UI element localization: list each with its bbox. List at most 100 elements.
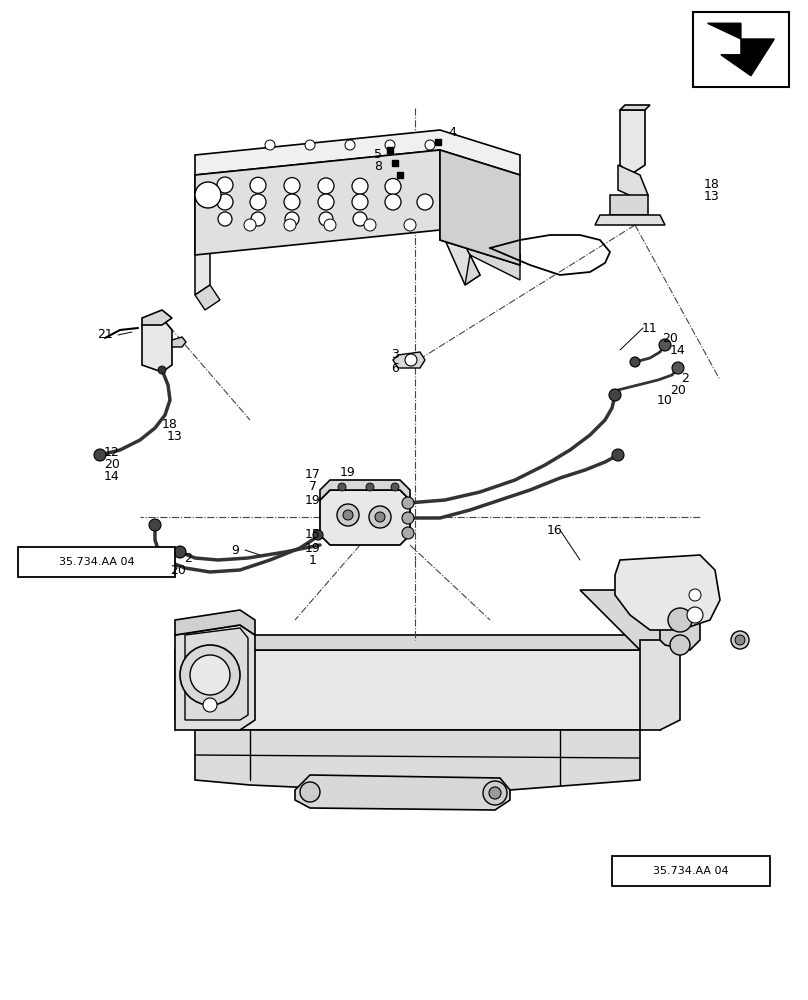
Polygon shape <box>595 215 665 225</box>
Circle shape <box>385 194 401 210</box>
Circle shape <box>284 219 296 231</box>
Circle shape <box>366 483 374 491</box>
Circle shape <box>318 194 334 210</box>
Polygon shape <box>195 730 640 790</box>
Polygon shape <box>320 480 410 500</box>
Circle shape <box>313 530 323 540</box>
Circle shape <box>731 631 749 649</box>
Circle shape <box>630 357 640 367</box>
Polygon shape <box>185 628 248 720</box>
Circle shape <box>195 182 221 208</box>
Polygon shape <box>175 625 255 730</box>
Circle shape <box>265 140 275 150</box>
Text: 35.734.AA 04: 35.734.AA 04 <box>59 557 134 567</box>
Polygon shape <box>195 285 220 310</box>
Text: 12: 12 <box>104 446 120 460</box>
Text: 7: 7 <box>309 481 317 493</box>
Circle shape <box>404 219 416 231</box>
Polygon shape <box>610 195 648 215</box>
Circle shape <box>385 178 401 194</box>
Polygon shape <box>195 130 520 175</box>
Circle shape <box>250 194 266 210</box>
Polygon shape <box>175 650 660 730</box>
Polygon shape <box>440 150 520 265</box>
Circle shape <box>285 212 299 226</box>
Text: 19: 19 <box>340 466 356 479</box>
Circle shape <box>405 354 417 366</box>
Circle shape <box>352 194 368 210</box>
Polygon shape <box>320 490 410 545</box>
Circle shape <box>391 483 399 491</box>
Text: 5: 5 <box>374 148 382 161</box>
Text: 10: 10 <box>657 393 673 406</box>
Text: 35.734.AA 04: 35.734.AA 04 <box>654 866 729 876</box>
Polygon shape <box>580 590 670 650</box>
Circle shape <box>672 362 684 374</box>
Circle shape <box>343 510 353 520</box>
Text: 21: 21 <box>97 328 113 342</box>
Circle shape <box>251 212 265 226</box>
Polygon shape <box>195 175 210 295</box>
Circle shape <box>352 178 368 194</box>
Circle shape <box>180 645 240 705</box>
Circle shape <box>319 212 333 226</box>
Circle shape <box>402 527 414 539</box>
Text: 20: 20 <box>170 564 186 576</box>
Circle shape <box>609 389 621 401</box>
Circle shape <box>483 781 507 805</box>
Circle shape <box>305 140 315 150</box>
Circle shape <box>318 178 334 194</box>
Text: 6: 6 <box>391 361 399 374</box>
Circle shape <box>402 497 414 509</box>
Polygon shape <box>620 105 650 110</box>
Circle shape <box>244 219 256 231</box>
Text: 9: 9 <box>231 544 239 556</box>
Circle shape <box>203 698 217 712</box>
Text: 13: 13 <box>167 430 183 444</box>
Text: 17: 17 <box>305 468 321 482</box>
Circle shape <box>284 178 300 194</box>
Bar <box>612 856 770 886</box>
Text: 16: 16 <box>547 524 563 536</box>
Text: 8: 8 <box>374 160 382 174</box>
Circle shape <box>385 140 395 150</box>
Circle shape <box>190 655 230 695</box>
Circle shape <box>174 546 186 558</box>
Circle shape <box>353 212 367 226</box>
Circle shape <box>250 177 266 193</box>
Circle shape <box>659 339 671 351</box>
Polygon shape <box>393 352 425 368</box>
Circle shape <box>300 782 320 802</box>
Polygon shape <box>195 150 440 255</box>
Circle shape <box>284 194 300 210</box>
Circle shape <box>735 635 745 645</box>
Circle shape <box>668 608 692 632</box>
Polygon shape <box>640 640 680 730</box>
Circle shape <box>218 212 232 226</box>
Circle shape <box>364 219 376 231</box>
Circle shape <box>402 512 414 524</box>
Polygon shape <box>172 337 186 347</box>
Text: 18: 18 <box>162 418 178 432</box>
Text: 4: 4 <box>448 126 456 139</box>
Polygon shape <box>440 230 520 265</box>
Text: 20: 20 <box>662 332 678 344</box>
Polygon shape <box>615 555 720 630</box>
Circle shape <box>670 635 690 655</box>
Polygon shape <box>708 23 774 76</box>
Text: 19: 19 <box>305 542 321 554</box>
Polygon shape <box>460 235 520 285</box>
Circle shape <box>217 177 233 193</box>
Polygon shape <box>618 165 648 200</box>
Circle shape <box>687 607 703 623</box>
Text: 14: 14 <box>670 344 686 357</box>
Circle shape <box>217 194 233 210</box>
Circle shape <box>337 504 359 526</box>
Circle shape <box>149 519 161 531</box>
Circle shape <box>345 140 355 150</box>
Bar <box>693 12 789 87</box>
Circle shape <box>324 219 336 231</box>
Circle shape <box>158 366 166 374</box>
Polygon shape <box>142 310 172 325</box>
Text: 13: 13 <box>704 190 720 204</box>
